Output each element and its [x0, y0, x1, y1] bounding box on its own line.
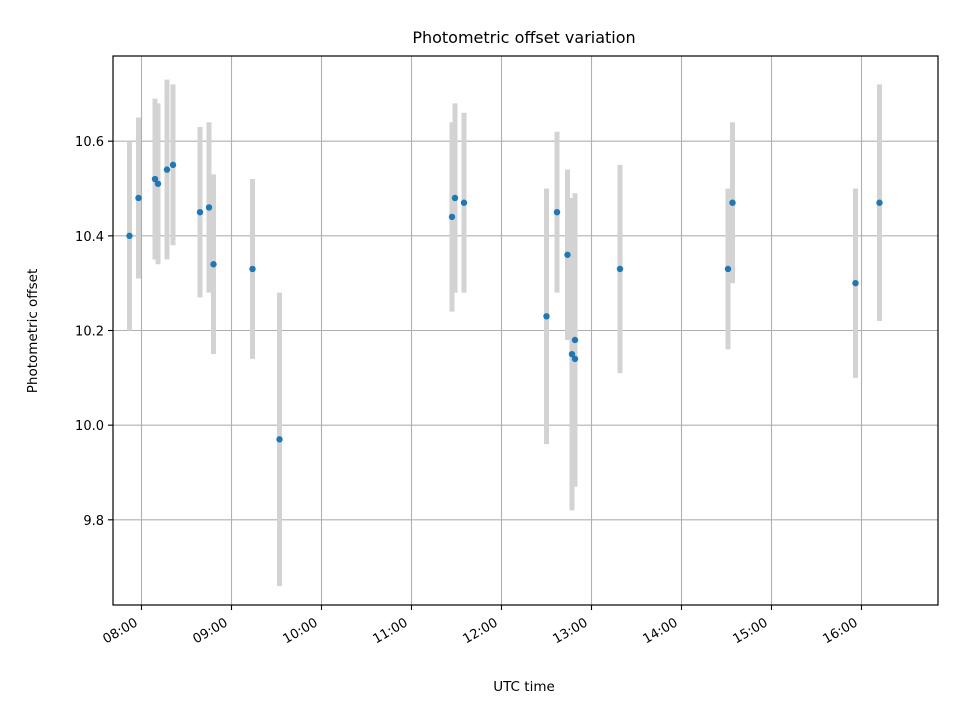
data-point [205, 204, 213, 211]
y-tick-label: 10.4 [75, 230, 104, 245]
y-tick-label: 10.2 [75, 325, 104, 340]
y-tick-label: 10.6 [75, 135, 104, 150]
data-point [169, 161, 177, 169]
data-point [135, 194, 142, 202]
data-point [876, 199, 883, 206]
data-point [196, 208, 204, 216]
data-point [249, 265, 256, 273]
data-point [151, 175, 159, 183]
data-point [460, 199, 468, 206]
data-point [543, 313, 550, 320]
data-point [276, 436, 283, 443]
data-point [564, 251, 571, 258]
data-point [568, 350, 576, 358]
y-tick-label: 10.0 [75, 419, 104, 434]
data-point [852, 279, 859, 287]
data-point [571, 336, 579, 344]
data-point [154, 180, 162, 187]
y-axis-label: Photometric offset [25, 269, 41, 393]
data-points [126, 161, 883, 443]
data-point [451, 194, 459, 202]
y-tick-label: 9.8 [83, 514, 104, 529]
y-axis-ticks: 9.8 10.0 10.2 10.4 10.6 [75, 135, 113, 529]
data-point [729, 199, 736, 206]
data-point [448, 213, 456, 221]
data-point [163, 166, 171, 173]
data-point [210, 261, 217, 268]
chart-title: Photometric offset variation [412, 28, 635, 47]
data-point [553, 208, 561, 216]
data-point [571, 355, 579, 363]
x-axis-label: UTC time [493, 679, 555, 695]
data-point [126, 232, 133, 240]
data-point [616, 265, 624, 273]
data-point [724, 265, 732, 273]
